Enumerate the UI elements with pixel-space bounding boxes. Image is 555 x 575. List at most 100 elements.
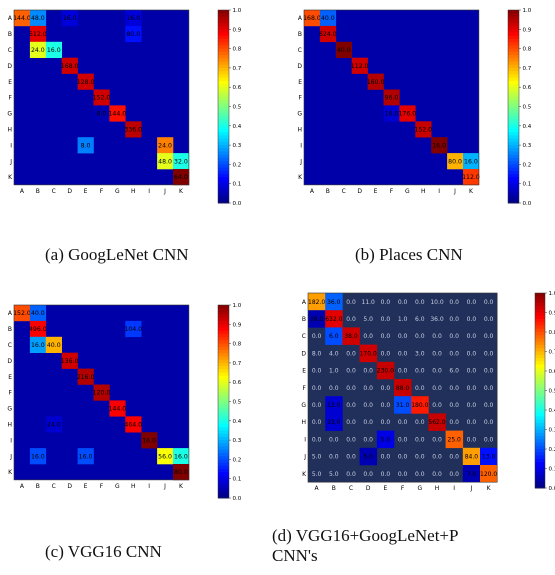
cell-value-label: 0.0: [432, 436, 442, 443]
column-tick-label: A: [315, 485, 320, 492]
colorbar-segment: [218, 161, 229, 165]
colorbar-segment: [535, 449, 545, 453]
colorbar-segment: [218, 22, 229, 27]
heatmap-cell: [29, 336, 47, 353]
row-tick-label: J: [303, 454, 306, 461]
heatmap-cell: [14, 305, 31, 322]
colorbar-segment: [508, 71, 519, 75]
cell-value-label: 0.0: [363, 333, 373, 340]
cell-value-label: 0.0: [432, 333, 442, 340]
colorbar-tick-label: 0.8: [233, 47, 242, 53]
colorbar-segment: [535, 361, 545, 365]
cell-value-label: 0.0: [467, 419, 477, 426]
colorbar-segment: [218, 346, 229, 351]
colorbar-segment: [218, 83, 229, 88]
cell-value-label: 0.0: [484, 316, 494, 323]
cell-value-label: 0.0: [346, 436, 356, 443]
cell-value-label: 16.0: [142, 437, 156, 444]
column-tick-label: A: [20, 188, 25, 195]
cell-value-label: 16.0: [385, 111, 399, 118]
heatmap-cell: [462, 465, 481, 483]
heatmap-cell: [45, 336, 62, 353]
colorbar-segment: [508, 177, 519, 181]
colorbar-segment: [218, 366, 229, 370]
cell-value-label: 84.0: [465, 454, 479, 461]
heatmap-cell: [383, 89, 400, 106]
colorbar-segment: [535, 432, 545, 437]
heatmap-cell: [141, 432, 158, 449]
colorbar-segment: [218, 333, 229, 338]
colorbar-tick-label: 0.5: [523, 105, 532, 111]
colorbar-segment: [218, 485, 229, 489]
colorbar-segment: [535, 471, 545, 476]
row-tick-label: J: [9, 158, 12, 165]
cell-value-label: 13.0: [482, 454, 496, 461]
colorbar-segment: [218, 362, 229, 367]
colorbar-segment: [218, 13, 229, 17]
cell-value-label: 48.0: [31, 15, 45, 22]
colorbar-segment: [535, 332, 545, 336]
heatmap-cell: [173, 448, 190, 465]
heatmap-cell: [173, 153, 190, 170]
heatmap-cell: [447, 153, 464, 170]
cell-value-label: 0.0: [484, 402, 494, 409]
colorbar-segment: [218, 494, 229, 499]
colorbar-segment: [218, 180, 229, 185]
colorbar-segment: [508, 119, 519, 124]
column-tick-label: K: [469, 188, 474, 195]
column-tick-label: B: [326, 188, 330, 195]
colorbar-segment: [218, 353, 229, 357]
colorbar-segment: [218, 452, 229, 457]
row-tick-label: G: [7, 406, 12, 413]
heatmap-cell: [367, 73, 384, 90]
colorbar-segment: [535, 445, 545, 450]
colorbar-segment: [535, 465, 545, 469]
row-tick-label: I: [304, 436, 306, 443]
cell-value-label: 0.0: [312, 385, 322, 392]
colorbar-segment: [508, 170, 519, 175]
colorbar-segment: [508, 135, 519, 140]
cell-value-label: 16.0: [79, 453, 93, 460]
row-tick-label: E: [298, 79, 302, 86]
row-tick-label: G: [7, 111, 12, 118]
cell-value-label: 5.0: [363, 316, 373, 323]
cell-value-label: 0.0: [346, 419, 356, 426]
colorbar-segment: [508, 29, 519, 34]
heatmap-cell: [480, 447, 498, 466]
colorbar-tick-label: 0.2: [549, 447, 555, 453]
cell-value-label: 0.0: [449, 350, 459, 357]
colorbar-segment: [218, 382, 229, 386]
row-tick-label: C: [8, 342, 12, 349]
column-tick-label: B: [36, 483, 40, 490]
matrix-frame: [307, 292, 498, 483]
colorbar-segment: [508, 138, 519, 143]
column-tick-label: D: [366, 485, 371, 492]
colorbar-segment: [508, 87, 519, 91]
colorbar-segment: [535, 423, 545, 427]
colorbar-tick-label: 0.4: [233, 419, 242, 425]
cell-value-label: 104.0: [124, 326, 142, 333]
cell-value-label: 0.0: [312, 333, 322, 340]
cell-value-label: 160.0: [367, 79, 385, 86]
column-tick-label: J: [470, 485, 473, 492]
heatmap-cell: [14, 10, 31, 27]
colorbar-segment: [218, 170, 229, 175]
colorbar-tick-label: 0.2: [233, 162, 242, 168]
row-tick-label: E: [8, 374, 12, 381]
colorbar-segment: [218, 93, 229, 98]
cell-value-label: 6.0: [415, 316, 425, 323]
row-tick-label: G: [297, 111, 302, 118]
colorbar-segment: [508, 26, 519, 30]
colorbar-segment: [508, 190, 519, 194]
colorbar-segment: [535, 406, 545, 411]
cell-value-label: 0.0: [467, 402, 477, 409]
column-tick-label: H: [435, 485, 440, 492]
colorbar-segment: [218, 109, 229, 114]
cell-value-label: 1.0: [398, 316, 408, 323]
cell-value-label: 0.0: [432, 350, 442, 357]
colorbar-segment: [218, 462, 229, 467]
colorbar-tick-label: 0.2: [523, 162, 532, 168]
column-tick-label: I: [453, 485, 455, 492]
heatmap-cell: [463, 169, 480, 186]
caption-d-line-1: (d) VGG16+GoogLeNet+P: [272, 526, 459, 545]
